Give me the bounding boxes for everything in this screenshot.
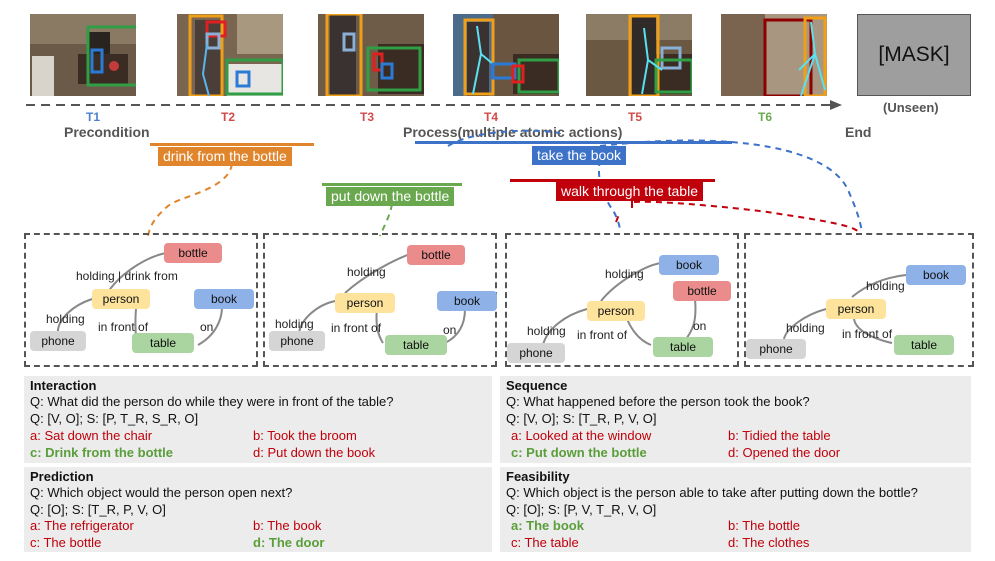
scene-graph-t3: bottle person book phone table holding h…: [263, 233, 497, 367]
question-box-sequence: Sequence Q: What happened before the per…: [500, 376, 971, 463]
masked-frame: [MASK]: [857, 14, 971, 96]
option-a: a: The refrigerator: [30, 518, 134, 533]
video-frame-t5: [586, 14, 692, 96]
question-box-prediction: Prediction Q: Which object would the per…: [24, 467, 492, 552]
mask-label: [MASK]: [878, 43, 950, 66]
edge-holding-drink: holding | drink from: [76, 269, 178, 283]
video-frame-t6: [721, 14, 827, 96]
time-label-t6: T6: [758, 110, 773, 124]
action-bar-drink: [150, 143, 314, 146]
edge-in-front-of: in front of: [842, 327, 893, 341]
question-title: Sequence: [506, 378, 568, 393]
option-a: a: Looked at the window: [511, 428, 652, 443]
question-text: Q: What did the person do while they wer…: [30, 394, 394, 409]
option-b: b: The book: [253, 518, 322, 533]
node-table: table: [653, 337, 713, 357]
node-bottle: bottle: [673, 281, 731, 301]
option-d: d: Put down the book: [253, 445, 376, 460]
edge-holding-phone: holding: [275, 317, 314, 331]
stage-end: End: [845, 124, 872, 140]
video-frame-t4: [453, 14, 559, 96]
action-put-label: put down the bottle: [326, 187, 455, 206]
edge-holding-bottle: holding: [347, 265, 386, 279]
option-b: b: Tidied the table: [728, 428, 831, 443]
edge-holding-book: holding: [866, 279, 905, 293]
node-person: person: [826, 299, 886, 319]
video-frame-t2: [177, 14, 283, 96]
node-book: book: [194, 289, 254, 309]
question-box-interaction: Interaction Q: What did the person do wh…: [24, 376, 492, 463]
node-book: book: [437, 291, 497, 311]
option-c-correct: c: Drink from the bottle: [30, 445, 174, 460]
edge-holding-phone: holding: [786, 321, 825, 335]
question-structure: Q: [O]; S: [T_R, P, V, O]: [30, 502, 166, 517]
video-frame-t3: [318, 14, 424, 96]
option-d: d: Opened the door: [728, 445, 841, 460]
edge-on: on: [693, 319, 707, 333]
time-label-t2: T2: [221, 110, 236, 124]
time-label-t5: T5: [628, 110, 643, 124]
question-structure: Q: [V, O]; S: [T_R, P, V, O]: [506, 411, 657, 426]
node-table: table: [132, 333, 194, 353]
scene-graph-precondition: bottle person book phone table holding |…: [24, 233, 258, 367]
option-b: b: The bottle: [728, 518, 801, 533]
node-book: book: [659, 255, 719, 275]
question-text: Q: Which object is the person able to ta…: [506, 485, 918, 500]
edge-holding: holding: [46, 312, 85, 326]
action-bar-take: [415, 141, 732, 144]
timeline-arrow: [26, 100, 842, 110]
node-table: table: [385, 335, 447, 355]
node-person: person: [92, 289, 150, 309]
stage-precondition: Precondition: [64, 124, 150, 140]
option-d-correct: d: The door: [253, 535, 325, 550]
edge-holding-phone: holding: [527, 324, 566, 338]
question-text: Q: Which object would the person open ne…: [30, 485, 293, 500]
option-b: b: Took the broom: [253, 428, 357, 443]
node-bottle: bottle: [407, 245, 465, 265]
node-bottle: bottle: [164, 243, 222, 263]
option-c-correct: c: Put down the bottle: [511, 445, 647, 460]
node-book: book: [906, 265, 966, 285]
node-table: table: [894, 335, 954, 355]
action-take-label: take the book: [532, 146, 627, 165]
option-c: c: The table: [511, 535, 579, 550]
action-bar-walk: [510, 179, 715, 182]
question-title: Interaction: [30, 378, 97, 393]
edge-on: on: [443, 323, 457, 337]
question-structure: Q: [V, O]; S: [P, T_R, S_R, O]: [30, 411, 199, 426]
edge-in-front-of: in front of: [577, 328, 628, 342]
edge-on: on: [200, 320, 214, 334]
question-structure: Q: [O]; S: [P, V, T_R, V, O]: [506, 502, 657, 517]
action-bar-put: [322, 183, 462, 186]
action-walk-label: walk through the table: [556, 182, 703, 201]
video-frame-t1: [30, 14, 136, 96]
option-d: d: The clothes: [728, 535, 810, 550]
node-phone: phone: [30, 331, 86, 351]
action-drink-label: drink from the bottle: [158, 147, 292, 166]
time-label-t4: T4: [484, 110, 499, 124]
option-c: c: The bottle: [30, 535, 102, 550]
node-phone: phone: [507, 343, 565, 363]
time-label-t3: T3: [360, 110, 375, 124]
node-phone: phone: [269, 331, 325, 351]
node-phone: phone: [746, 339, 806, 359]
scene-graph-t5: book person phone table holding holding …: [744, 233, 974, 367]
time-label-t1: T1: [86, 110, 101, 124]
scene-graph-t4: book bottle person phone table holding h…: [505, 233, 739, 367]
node-person: person: [335, 293, 395, 313]
action-connectors: [147, 129, 863, 237]
question-text: Q: What happened before the person took …: [506, 394, 810, 409]
unseen-label: (Unseen): [883, 100, 939, 115]
edge-in-front-of: in front of: [331, 321, 382, 335]
question-title: Feasibility: [506, 469, 570, 484]
question-box-feasibility: Feasibility Q: Which object is the perso…: [500, 467, 971, 552]
edge-holding-book: holding: [605, 267, 644, 281]
node-person: person: [587, 301, 645, 321]
question-title: Prediction: [30, 469, 94, 484]
option-a: a: Sat down the chair: [30, 428, 153, 443]
option-a-correct: a: The book: [511, 518, 584, 533]
edge-in-front-of: in front of: [98, 320, 149, 334]
